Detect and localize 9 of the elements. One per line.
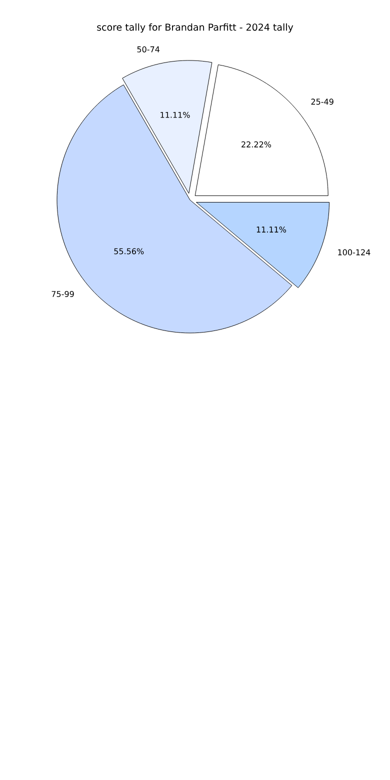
slice-label: 75-99 <box>52 290 74 298</box>
data-label: 22.22% <box>242 141 272 148</box>
slice-label: 25-49 <box>311 98 334 105</box>
slice-label: 50-74 <box>137 46 160 52</box>
data-label: 11.11% <box>160 112 190 118</box>
data-label: 11.11% <box>256 226 286 233</box>
slice-label: 100-124 <box>338 249 370 256</box>
chart-title: score tally for Brandan Parfitt - 2024 tally <box>97 23 294 33</box>
data-label: 55.56% <box>114 248 144 254</box>
